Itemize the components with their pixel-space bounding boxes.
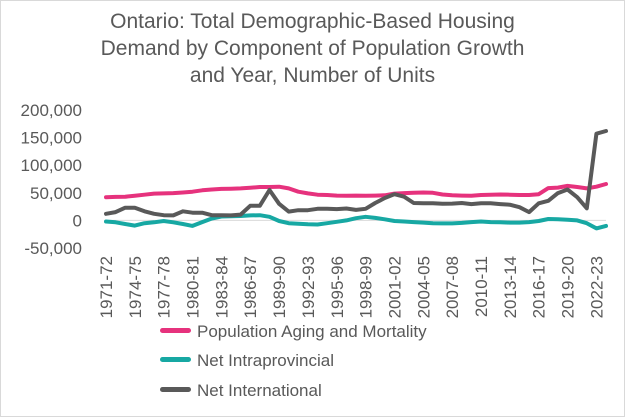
y-tick-label: 0 <box>73 211 82 230</box>
series-line-population-aging-and-mortality <box>104 182 608 200</box>
x-tick-label: 1989-90 <box>270 256 289 318</box>
y-tick-label: 200,000 <box>21 101 82 120</box>
x-tick-label: 1980-81 <box>184 256 203 318</box>
legend-item-net-intraprovincial: Net Intraprovincial <box>160 349 334 373</box>
legend-swatch-population-aging <box>160 328 191 334</box>
x-tick-label: 1971-72 <box>97 256 116 318</box>
y-tick-label: 100,000 <box>21 156 82 175</box>
x-tick-label: 2007-08 <box>443 256 462 318</box>
chart-title: Ontario: Total Demographic-Based Housing… <box>0 8 625 89</box>
x-tick-label: 1977-78 <box>155 256 174 318</box>
legend-swatch-net-international <box>160 387 191 393</box>
x-tick-label: 2010-11 <box>472 256 491 317</box>
x-tick-label: 1983-84 <box>212 256 231 318</box>
x-tick-label: 1986-87 <box>241 256 260 318</box>
x-tick-label: 2019-20 <box>559 256 578 318</box>
series-line-net-intraprovincial <box>104 213 608 231</box>
y-tick-label: 150,000 <box>21 129 82 148</box>
legend-label-net-international: Net International <box>197 381 322 400</box>
chart-title-line-3: and Year, Number of Units <box>189 64 436 87</box>
legend-item-population-aging: Population Aging and Mortality <box>160 320 427 344</box>
x-tick-label: 1995-96 <box>328 256 347 318</box>
x-tick-label: 1974-75 <box>126 256 145 318</box>
legend-swatch-net-intraprovincial <box>160 357 191 363</box>
chart-title-line-2: Demand by Component of Population Growth <box>100 37 525 60</box>
legend-label-net-intraprovincial: Net Intraprovincial <box>197 351 335 370</box>
chart-title-line-1: Ontario: Total Demographic-Based Housing <box>110 10 515 33</box>
x-tick-label: 2013-14 <box>501 256 520 318</box>
x-tick-label: 2001-02 <box>385 256 404 318</box>
x-tick-label: 2016-17 <box>530 256 549 318</box>
x-tick-label: 1998-99 <box>357 256 376 318</box>
legend-label-population-aging: Population Aging and Mortality <box>197 322 427 341</box>
series-line-net-international <box>104 129 608 218</box>
x-tick-label: 1992-93 <box>299 256 318 318</box>
legend-item-net-international: Net International <box>160 379 322 403</box>
x-tick-label: 2004-05 <box>414 256 433 318</box>
y-tick-label: 50,000 <box>30 184 82 203</box>
y-tick-label: -50,000 <box>24 239 82 258</box>
x-tick-label: 2022-23 <box>587 256 606 318</box>
